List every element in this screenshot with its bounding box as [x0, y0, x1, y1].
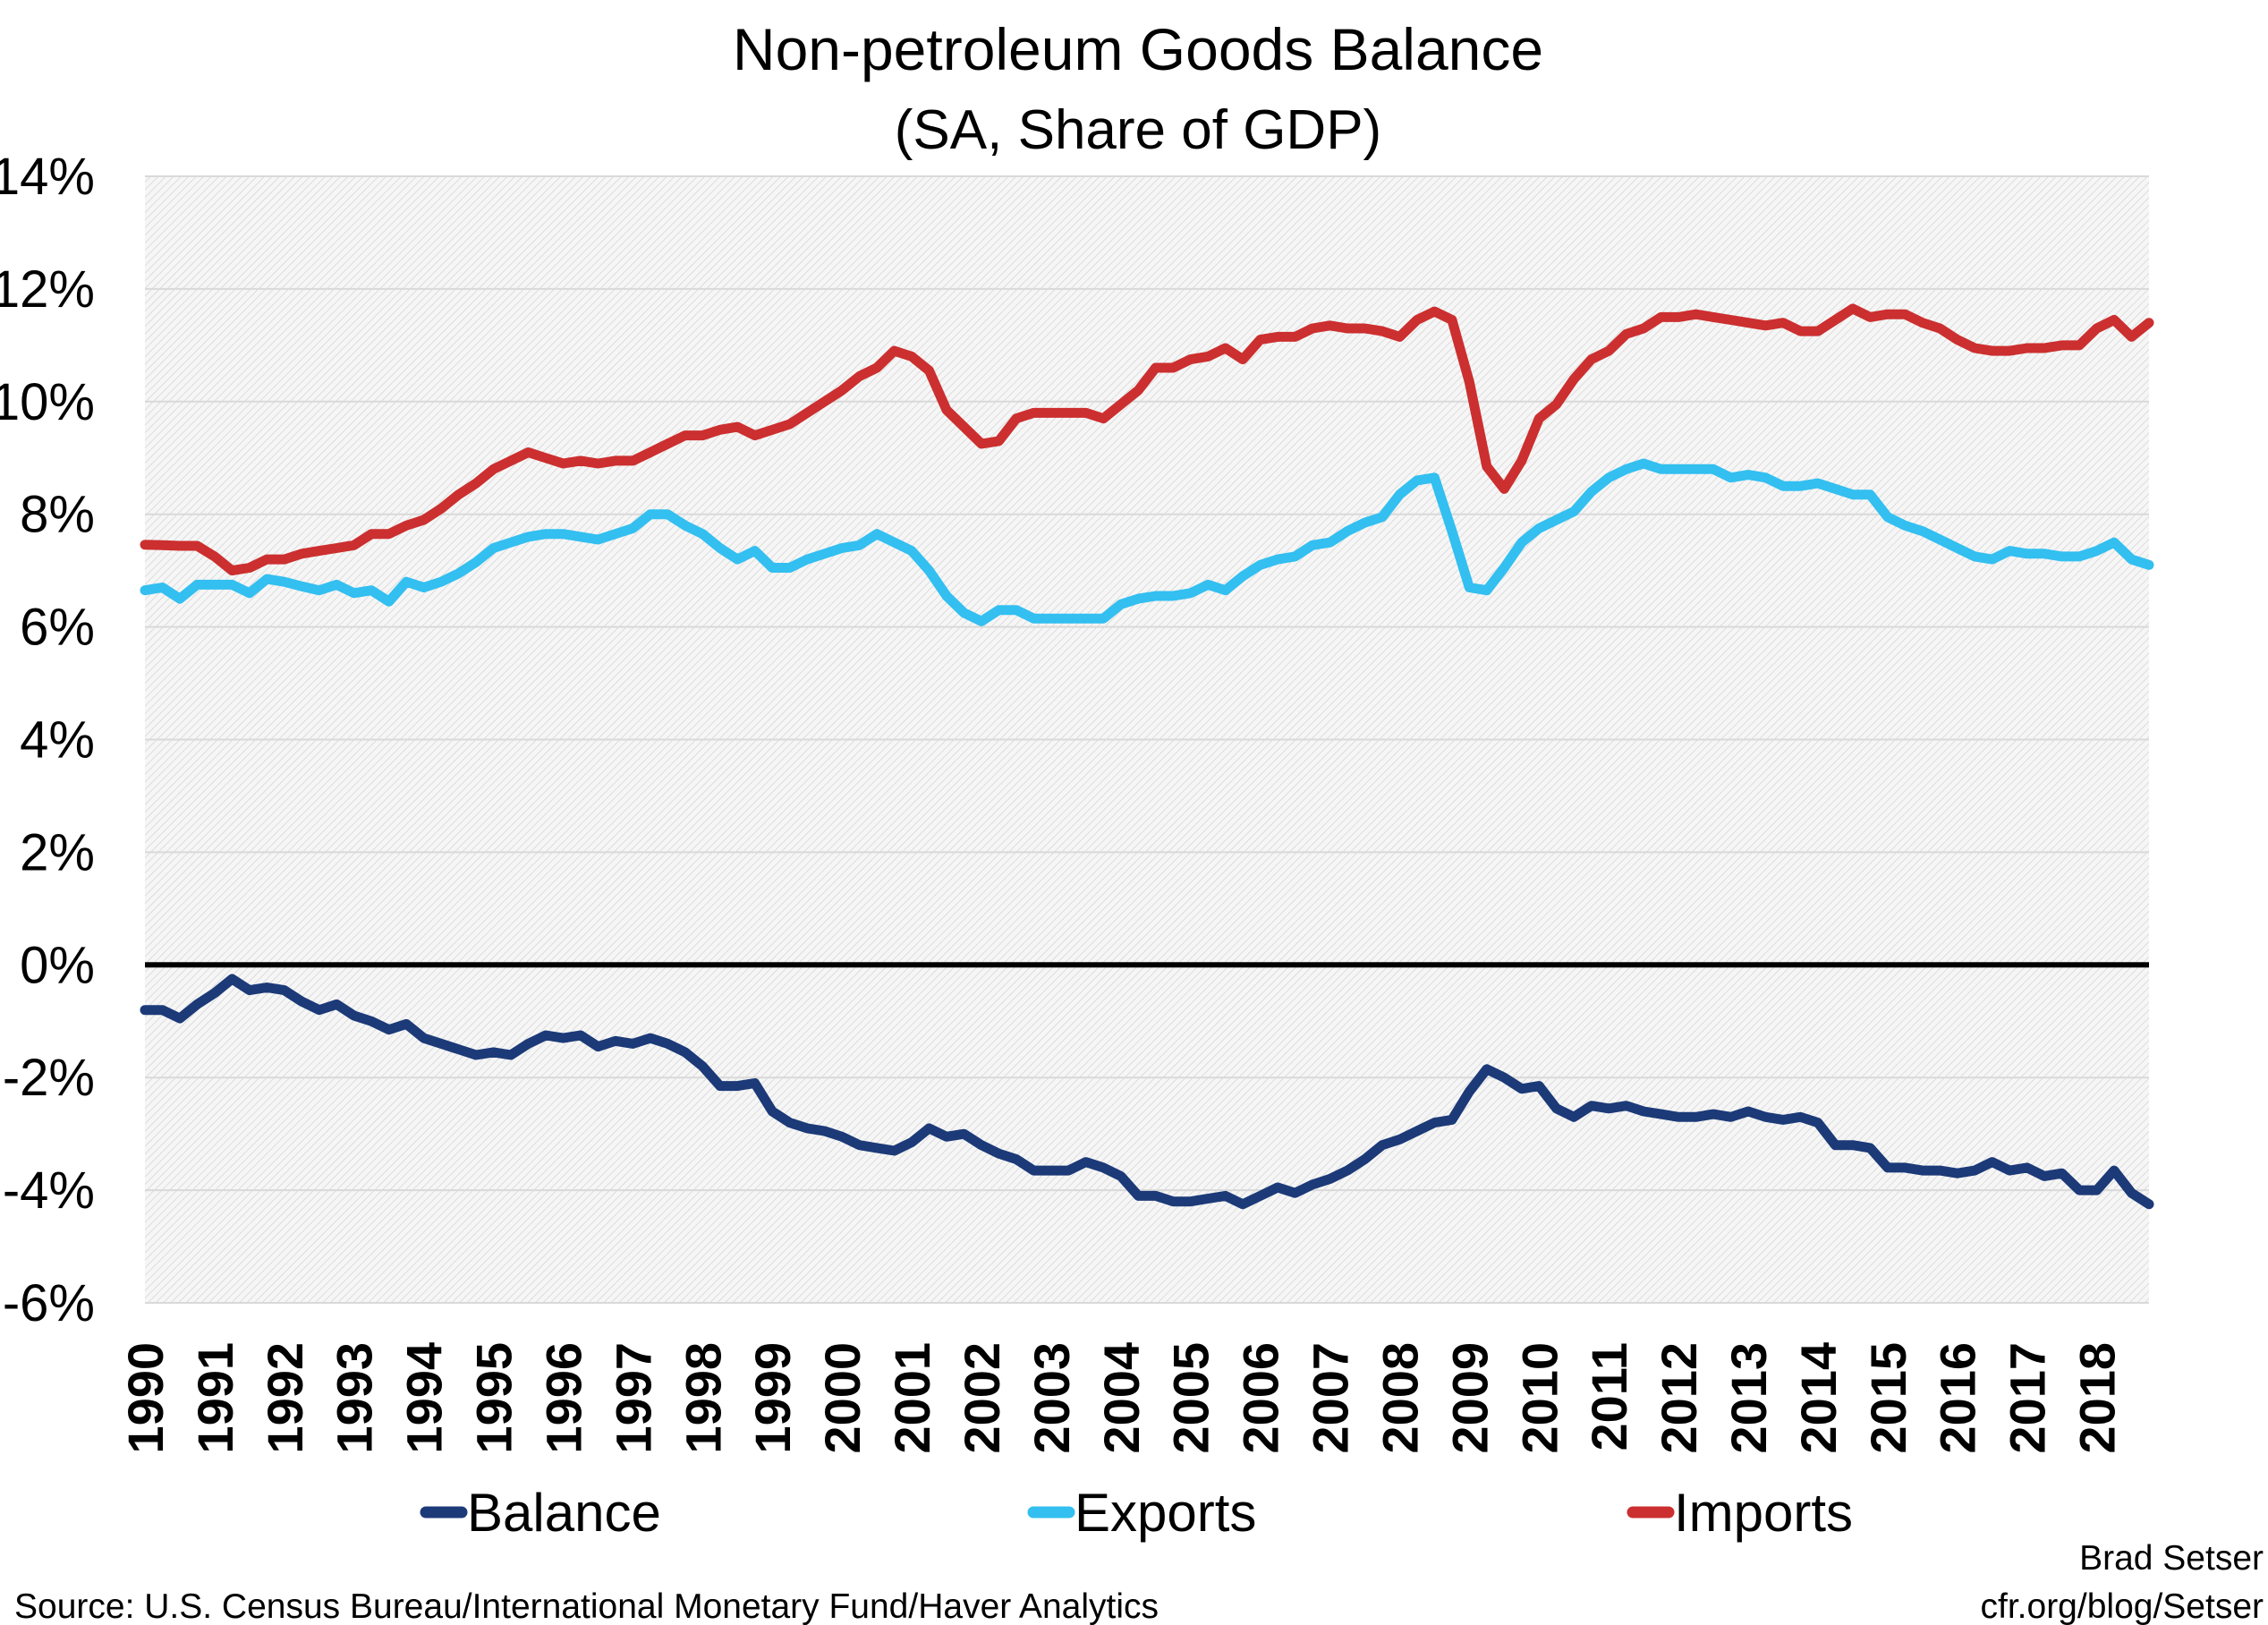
- legend: Balance Exports Imports: [420, 1483, 1853, 1543]
- y-tick-label: -4%: [3, 1161, 95, 1220]
- author-url: cfr.org/blog/Setser: [1981, 1587, 2264, 1625]
- x-tick-label: 1995: [466, 1342, 522, 1454]
- y-tick-label: 12%: [0, 260, 95, 319]
- x-tick-label: 2005: [1163, 1342, 1219, 1454]
- source-note: Source: U.S. Census Bureau/International…: [14, 1587, 1159, 1625]
- x-tick-label: 2011: [1581, 1342, 1637, 1451]
- x-tick-label: 2002: [954, 1342, 1010, 1454]
- gridlines: [145, 175, 2149, 1304]
- x-tick-label: 2007: [1303, 1342, 1359, 1454]
- x-tick-label: 2016: [1930, 1342, 1986, 1454]
- y-tick-label: 10%: [0, 373, 95, 431]
- y-axis-ticks: -6% -4% -2% 0% 2% 4% 6% 8% 10% 12% 14%: [0, 148, 95, 1332]
- series-line-balance: [140, 974, 2154, 1210]
- x-tick-label: 1998: [675, 1342, 731, 1454]
- x-tick-label: 2001: [884, 1342, 940, 1454]
- x-tick-label: 2010: [1511, 1342, 1567, 1454]
- x-tick-label: 2008: [1372, 1342, 1428, 1454]
- x-tick-label: 2013: [1720, 1342, 1777, 1454]
- y-tick-label: 8%: [20, 486, 95, 544]
- x-tick-label: 1993: [327, 1342, 383, 1454]
- series-line-imports: [140, 303, 2154, 576]
- x-tick-label: 1992: [257, 1342, 313, 1454]
- x-tick-label: 2014: [1790, 1342, 1847, 1454]
- x-tick-label: 2006: [1233, 1342, 1289, 1454]
- x-tick-label: 1996: [535, 1342, 591, 1454]
- legend-label-balance: Balance: [467, 1483, 661, 1543]
- legend-label-imports: Imports: [1674, 1483, 1853, 1543]
- x-tick-label: 2012: [1651, 1342, 1707, 1454]
- x-tick-label: 2009: [1441, 1342, 1498, 1454]
- x-tick-label: 2000: [814, 1342, 871, 1454]
- series-lines: [140, 303, 2154, 1210]
- y-tick-label: 6%: [20, 599, 95, 657]
- chart-title: Non-petroleum Goods Balance: [733, 16, 1543, 82]
- x-axis-ticks: 1990 1991 1992 1993 1994 1995 1996 1997 1998 1999…: [117, 1342, 2126, 1454]
- chart-subtitle: (SA, Share of GDP): [895, 99, 1381, 161]
- x-tick-label: 2003: [1024, 1342, 1080, 1454]
- author-name: Brad Setser: [2079, 1539, 2264, 1578]
- x-tick-label: 1997: [605, 1342, 661, 1454]
- y-tick-label: -6%: [3, 1274, 95, 1332]
- x-tick-label: 1991: [187, 1342, 243, 1454]
- y-tick-label: -2%: [3, 1049, 95, 1107]
- x-tick-label: 2015: [1860, 1342, 1916, 1454]
- x-tick-label: 1994: [396, 1342, 453, 1454]
- x-tick-label: 2004: [1093, 1342, 1150, 1454]
- y-tick-label: 2%: [20, 823, 95, 881]
- y-tick-label: 4%: [20, 711, 95, 770]
- x-tick-label: 1990: [117, 1342, 174, 1454]
- x-tick-label: 2018: [2069, 1342, 2126, 1454]
- series-line-exports: [140, 458, 2154, 626]
- x-tick-label: 2017: [2000, 1342, 2056, 1454]
- x-tick-label: 1999: [744, 1342, 801, 1454]
- y-tick-label: 0%: [20, 936, 95, 994]
- legend-label-exports: Exports: [1075, 1483, 1256, 1543]
- y-tick-label: 14%: [0, 148, 95, 206]
